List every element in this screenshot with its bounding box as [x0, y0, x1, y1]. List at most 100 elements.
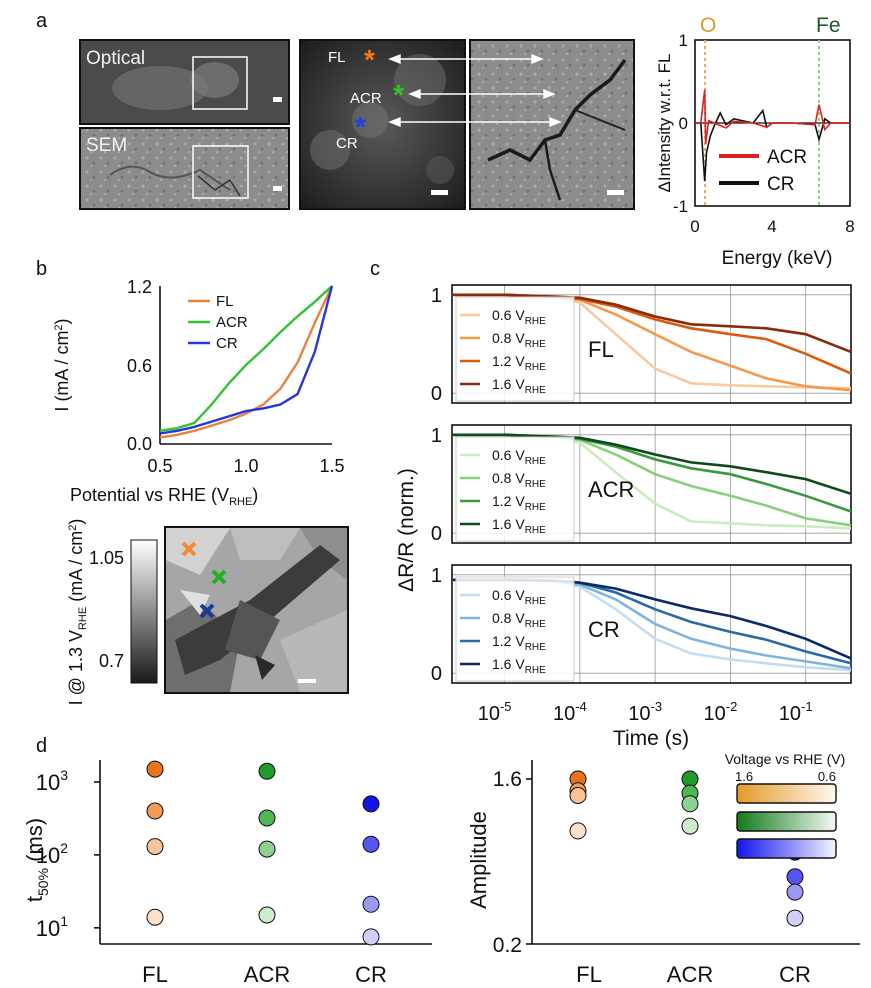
eds-xtick-4: 4	[767, 217, 776, 236]
t50-point-FL-0.8	[146, 838, 164, 856]
t50-xtick-FL: FL	[142, 962, 168, 987]
map-scalebar	[298, 679, 316, 683]
amp-ytick-0.2: 0.2	[493, 934, 522, 957]
amp-point-ACR-0.8	[681, 795, 699, 813]
transient-legend-label-FL-2: 1.2 VRHE	[492, 353, 546, 373]
transient-panel-label-ACR: ACR	[588, 477, 634, 502]
transient-legend-label-ACR-3: 1.6 VRHE	[492, 516, 546, 536]
sem-zoom-box	[192, 145, 249, 199]
transient-legend-label-ACR-2: 1.2 VRHE	[492, 493, 546, 513]
t50-ylabel: t50% (ms)	[22, 818, 51, 902]
transient-xtick-0: 10-5	[478, 699, 512, 725]
t50-point-FL-0.6	[146, 908, 164, 926]
transient-panel-ACR: 0 1 0.6 VRHE 0.8 VRHE 1.2 VRHE 1.6 VRHE ACR	[431, 424, 852, 545]
star-FL-marker: *	[364, 44, 375, 75]
lsv-series-ACR	[159, 285, 333, 432]
transient-ytick-ACR-1: 1	[431, 425, 442, 447]
transient-legend-label-FL-1: 0.8 VRHE	[492, 330, 546, 350]
lsv-series-CR	[159, 285, 334, 435]
amp-xtick-CR: CR	[779, 962, 811, 987]
lsv-xtick-1.0: 1.0	[233, 456, 258, 476]
eds-ylabel: ΔIntensity w.r.t. FL	[655, 54, 674, 193]
amp-ytick-1.6: 1.6	[493, 768, 522, 791]
transient-legend-CR: 0.6 VRHE 0.8 VRHE 1.2 VRHE 1.6 VRHE	[455, 576, 575, 682]
t50-ytick-0: 101	[36, 913, 68, 941]
eds-legend-ACR: ACR	[767, 147, 807, 168]
t50-point-ACR-0.6	[258, 906, 276, 924]
zoom-scalebar	[431, 190, 448, 195]
optical-label: Optical	[86, 48, 145, 69]
amp-point-CR-1.2	[786, 868, 804, 886]
eds-element-Fe: Fe	[816, 14, 841, 37]
eds-chart: O Fe 1 0 -1 0 4 8 Energy (keV) ΔIntensit…	[655, 14, 855, 269]
panel-letter-b: b	[36, 258, 47, 280]
amp-legend-FL-gradient	[736, 783, 837, 804]
map-colorbar-label: I @ 1.3 VRHE (mA / cm2)	[66, 519, 89, 706]
panel-letter-d: d	[36, 735, 47, 757]
eds-series-group	[695, 89, 850, 182]
t50-chart: 101 102 103 FL ACR CR t50% (ms)	[22, 760, 432, 987]
t50-xtick-ACR: ACR	[244, 962, 290, 987]
transient-trace-FL-3	[452, 293, 852, 354]
sem-scalebar	[273, 186, 282, 191]
amp-point-ACR-0.6	[681, 817, 699, 835]
t50-xtick-CR: CR	[355, 962, 387, 987]
t50-point-ACR-0.8	[258, 840, 276, 858]
transient-legend-label-ACR-1: 0.8 VRHE	[492, 470, 546, 490]
lsv-xtick-1.5: 1.5	[319, 456, 344, 476]
eds-ytick-0: 0	[679, 114, 688, 133]
eds-element-O: O	[700, 14, 716, 37]
amp-point-CR-0.6	[786, 909, 804, 927]
t50-point-CR-1.6	[362, 795, 380, 813]
transient-ytick-CR-1: 1	[431, 565, 442, 587]
amp-ylabel: Amplitude	[466, 811, 491, 909]
transient-frame-CR	[451, 564, 852, 684]
transient-xtick-4: 10-1	[779, 699, 813, 725]
lsv-ytick-0.6: 0.6	[127, 356, 152, 376]
lsv-ytick-0.0: 0.0	[127, 434, 152, 454]
eds-ytick-1: 1	[679, 31, 688, 50]
lsv-ytick-1.2: 1.2	[127, 277, 152, 297]
eds-ytick-neg1: -1	[673, 197, 688, 216]
lsv-legend-ACR: ACR	[216, 314, 248, 331]
t50-yticks: 101 102 103	[36, 767, 100, 941]
eds-xtick-8: 8	[845, 217, 854, 236]
transient-frame-FL	[451, 284, 852, 404]
label-FL: FL	[328, 49, 346, 66]
transient-legend-label-CR-2: 1.2 VRHE	[492, 633, 546, 653]
label-CR: CR	[336, 135, 358, 152]
amp-legend-title: Voltage vs RHE (V)	[725, 751, 846, 767]
transient-xtick-1: 10-4	[553, 699, 587, 725]
optical-zoom-image: FL ACR CR * * *	[299, 39, 466, 210]
optical-image: Optical	[79, 39, 290, 125]
transient-ytick-ACR-0: 0	[431, 523, 442, 545]
map-marker-FL	[181, 541, 197, 557]
label-ACR: ACR	[350, 90, 382, 107]
amp-xtick-ACR: ACR	[667, 962, 713, 987]
current-map: 1.05 0.7 I @ 1.3 VRHE (mA / cm2)	[66, 519, 349, 706]
sem-zoom-scalebar	[607, 190, 624, 195]
map-colorbar	[130, 539, 158, 684]
transient-panel-label-FL: FL	[588, 337, 614, 362]
t50-point-FL-1.2	[146, 802, 164, 820]
t50-point-ACR-1.6	[258, 762, 276, 780]
amp-legend-max: 1.6	[735, 769, 753, 784]
transient-legend-label-FL-0: 0.6 VRHE	[492, 307, 546, 327]
amp-legend-ACR-gradient	[736, 811, 837, 832]
lsv-chart: 1.2 0.6 0.0 0.5 1.0 1.5 Potential vs RHE…	[52, 277, 345, 508]
sem-label: SEM	[86, 135, 127, 156]
amp-legend-min: 0.6	[818, 769, 836, 784]
transient-legend-label-ACR-0: 0.6 VRHE	[492, 447, 546, 467]
lsv-legend-FL: FL	[216, 293, 234, 310]
lsv-legend-CR: CR	[216, 335, 238, 352]
transient-ytick-CR-0: 0	[431, 663, 442, 685]
t50-point-CR-0.8	[362, 895, 380, 913]
amp-point-CR-0.8	[786, 883, 804, 901]
amp-point-FL-0.8	[569, 787, 587, 804]
t50-ytick-1: 102	[36, 840, 68, 868]
amp-xtick-FL: FL	[576, 962, 602, 987]
lsv-xlabel: Potential vs RHE (VRHE)	[70, 485, 258, 508]
star-ACR-marker: *	[393, 79, 404, 110]
t50-point-CR-1.2	[362, 835, 380, 853]
